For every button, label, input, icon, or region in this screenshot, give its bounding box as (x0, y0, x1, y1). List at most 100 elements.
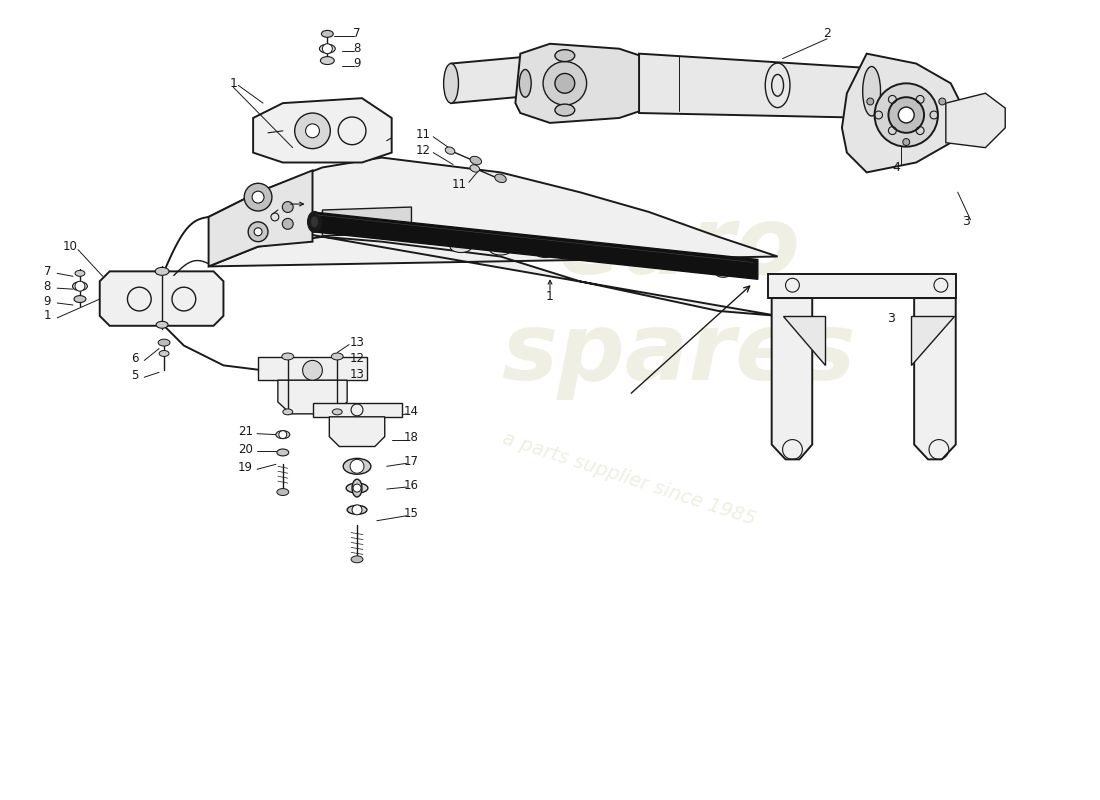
Polygon shape (768, 274, 956, 298)
Text: 1: 1 (230, 77, 238, 90)
Polygon shape (451, 54, 560, 103)
Polygon shape (278, 380, 348, 414)
Ellipse shape (625, 255, 644, 264)
Text: 6: 6 (131, 352, 139, 365)
Ellipse shape (74, 295, 86, 302)
Circle shape (75, 282, 85, 291)
Polygon shape (312, 403, 402, 417)
Ellipse shape (73, 282, 87, 290)
Circle shape (543, 62, 586, 105)
Circle shape (254, 228, 262, 236)
Text: a parts supplier since 1985: a parts supplier since 1985 (500, 429, 758, 529)
Text: 21: 21 (238, 425, 253, 438)
Circle shape (283, 218, 294, 230)
Text: 11: 11 (451, 178, 466, 190)
Ellipse shape (277, 449, 289, 456)
Ellipse shape (283, 409, 293, 415)
Ellipse shape (443, 63, 459, 103)
Polygon shape (782, 316, 825, 366)
Circle shape (938, 98, 946, 105)
Circle shape (244, 183, 272, 211)
Circle shape (352, 505, 362, 514)
Ellipse shape (276, 430, 289, 438)
Ellipse shape (352, 479, 362, 497)
Circle shape (350, 459, 364, 474)
Polygon shape (253, 98, 392, 162)
Ellipse shape (156, 322, 168, 328)
Ellipse shape (75, 270, 85, 276)
Circle shape (554, 74, 574, 94)
Circle shape (867, 98, 873, 105)
Ellipse shape (519, 70, 531, 97)
Ellipse shape (332, 409, 342, 415)
Ellipse shape (277, 489, 289, 495)
Ellipse shape (158, 339, 170, 346)
Ellipse shape (446, 147, 455, 154)
Text: 16: 16 (404, 478, 419, 492)
Circle shape (252, 191, 264, 203)
Text: euro
spares: euro spares (502, 202, 856, 400)
Circle shape (283, 202, 294, 213)
Text: 20: 20 (238, 443, 253, 456)
Ellipse shape (716, 270, 730, 278)
Polygon shape (100, 271, 223, 326)
Ellipse shape (450, 241, 472, 253)
Ellipse shape (554, 104, 574, 116)
Ellipse shape (308, 211, 321, 232)
Polygon shape (209, 170, 312, 266)
Text: 11: 11 (416, 128, 431, 142)
Ellipse shape (343, 458, 371, 474)
Ellipse shape (351, 556, 363, 562)
Polygon shape (258, 358, 367, 380)
Ellipse shape (155, 267, 169, 275)
Polygon shape (772, 298, 812, 459)
Circle shape (889, 97, 924, 133)
Polygon shape (516, 44, 649, 123)
Text: 9: 9 (353, 57, 361, 70)
Text: 3: 3 (888, 312, 895, 326)
Text: 1: 1 (44, 310, 51, 322)
Ellipse shape (580, 250, 600, 261)
Text: 3: 3 (961, 215, 969, 228)
Circle shape (874, 83, 938, 146)
Circle shape (899, 107, 914, 123)
Text: 8: 8 (44, 280, 51, 293)
Polygon shape (842, 54, 966, 172)
Text: 19: 19 (238, 461, 253, 474)
Text: 17: 17 (404, 455, 419, 468)
Ellipse shape (346, 483, 367, 493)
Text: 1: 1 (546, 290, 554, 302)
Polygon shape (329, 417, 385, 446)
Text: 13: 13 (350, 336, 364, 349)
Circle shape (279, 430, 287, 438)
Text: 13: 13 (350, 368, 364, 381)
Ellipse shape (319, 44, 336, 53)
Ellipse shape (348, 506, 367, 514)
Text: 8: 8 (353, 42, 361, 55)
Polygon shape (312, 212, 758, 279)
Text: 5: 5 (131, 369, 139, 382)
Polygon shape (946, 94, 1005, 148)
Ellipse shape (320, 57, 334, 65)
Text: 12: 12 (416, 144, 431, 157)
Polygon shape (639, 54, 877, 118)
Polygon shape (209, 158, 778, 316)
Ellipse shape (862, 66, 880, 116)
Ellipse shape (331, 353, 343, 360)
Polygon shape (322, 207, 411, 236)
Ellipse shape (310, 216, 318, 228)
Text: 2: 2 (823, 27, 830, 40)
Circle shape (322, 44, 332, 54)
Ellipse shape (282, 353, 294, 360)
Polygon shape (911, 316, 954, 366)
Ellipse shape (490, 244, 512, 255)
Circle shape (353, 484, 361, 492)
Ellipse shape (495, 174, 506, 182)
Ellipse shape (554, 50, 574, 62)
Ellipse shape (536, 248, 554, 258)
Text: 7: 7 (44, 265, 51, 278)
Text: 10: 10 (63, 240, 77, 253)
Text: 9: 9 (44, 294, 51, 307)
Ellipse shape (160, 350, 169, 357)
Text: 7: 7 (353, 27, 361, 40)
